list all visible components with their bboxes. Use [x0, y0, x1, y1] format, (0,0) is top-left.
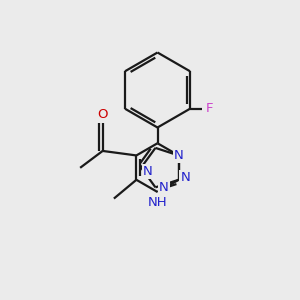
Text: N: N [174, 149, 184, 162]
Text: N: N [159, 181, 169, 194]
Text: NH: NH [148, 196, 167, 209]
Text: O: O [98, 108, 108, 121]
Text: F: F [206, 102, 213, 115]
Text: N: N [181, 171, 190, 184]
Text: N: N [143, 165, 153, 178]
